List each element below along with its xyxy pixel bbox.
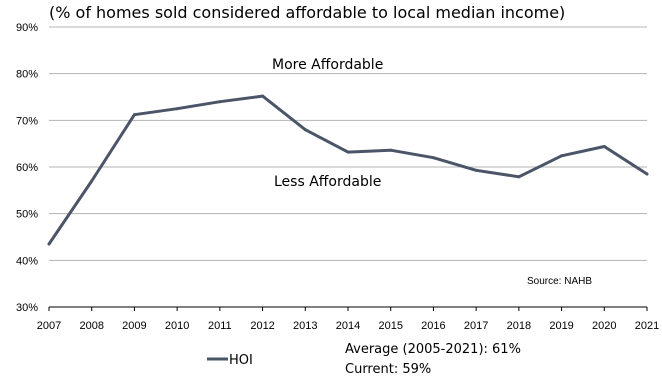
x-tick-label: 2008 — [79, 320, 103, 332]
average-stat: Average (2005-2021): 61% — [345, 342, 521, 357]
current-stat: Current: 59% — [345, 362, 431, 377]
y-tick-label: 50% — [16, 209, 38, 221]
source-note: Source: NAHB — [527, 276, 592, 287]
y-tick-label: 70% — [16, 115, 38, 127]
x-tick-label: 2011 — [208, 320, 232, 332]
data-point — [389, 148, 393, 152]
grid-lines — [48, 26, 648, 311]
y-tick-label: 60% — [16, 162, 38, 174]
x-tick-label: 2010 — [165, 320, 189, 332]
y-tick-label: 40% — [16, 255, 38, 267]
data-point — [47, 242, 51, 246]
x-tick-label: 2007 — [37, 320, 61, 332]
x-tick-label: 2012 — [250, 320, 274, 332]
data-point — [132, 113, 136, 117]
chart-subtitle: (% of homes sold considered affordable t… — [49, 3, 565, 22]
x-tick-label: 2009 — [122, 320, 146, 332]
data-point — [175, 107, 179, 111]
x-tick-label: 2014 — [336, 320, 360, 332]
data-point — [431, 156, 435, 160]
y-tick-label: 30% — [16, 302, 38, 314]
data-point — [303, 128, 307, 132]
x-tick-label: 2019 — [549, 320, 573, 332]
x-tick-label: 2013 — [293, 320, 317, 332]
series-layer — [47, 94, 649, 246]
data-point — [90, 179, 94, 183]
x-tick-label: 2021 — [635, 320, 659, 332]
y-tick-labels: 30% 40% 50% 60% 70% 80% 90% — [16, 22, 38, 314]
data-point — [645, 172, 649, 176]
x-tick-label: 2015 — [378, 320, 402, 332]
y-tick-label: 90% — [16, 22, 38, 34]
less-affordable-annotation: Less Affordable — [274, 174, 381, 190]
series-line-hoi — [47, 94, 649, 246]
data-point — [218, 100, 222, 104]
y-tick-label: 80% — [16, 69, 38, 81]
x-tick-labels: 2007 2008 2009 2010 2011 2012 2013 2014 2015 2016… — [37, 320, 659, 332]
data-point — [517, 175, 521, 179]
x-tick-label: 2017 — [464, 320, 488, 332]
data-point — [560, 154, 564, 158]
data-point — [346, 150, 350, 154]
data-point — [602, 145, 606, 148]
legend: HOI — [207, 353, 253, 368]
x-tick-label: 2018 — [507, 320, 531, 332]
data-point — [261, 94, 265, 98]
data-point — [474, 168, 478, 172]
legend-label-hoi: HOI — [229, 353, 253, 368]
more-affordable-annotation: More Affordable — [272, 57, 383, 73]
x-tick-label: 2020 — [592, 320, 616, 332]
x-tick-label: 2016 — [421, 320, 445, 332]
